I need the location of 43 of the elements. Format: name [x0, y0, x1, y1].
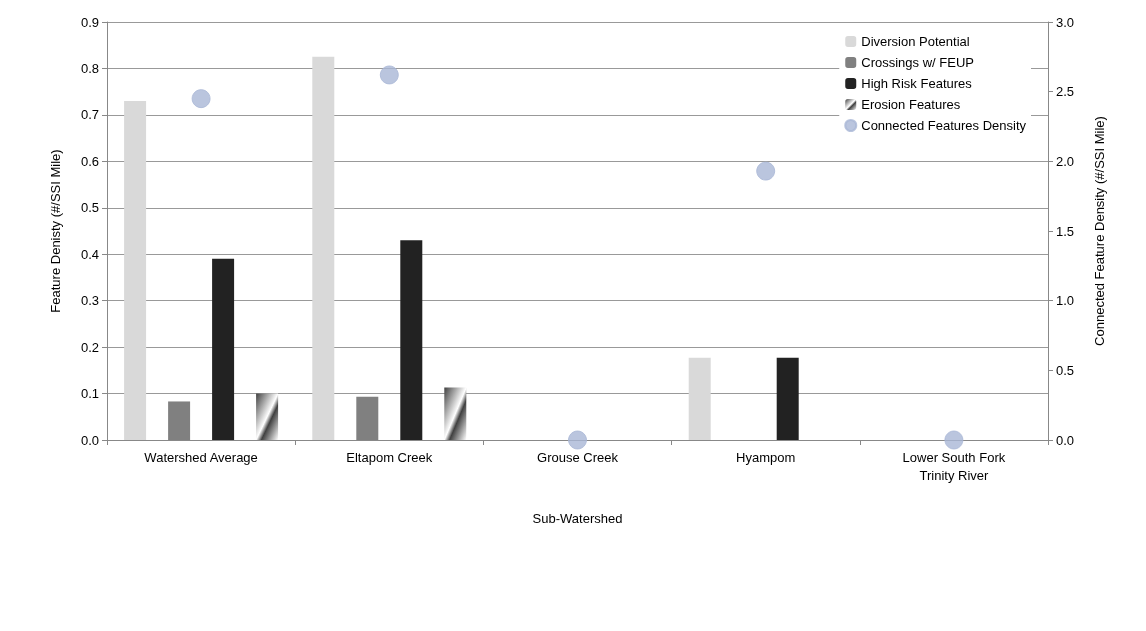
- y2-tick-label: 1.5: [1056, 223, 1075, 239]
- bar: [124, 100, 147, 440]
- y-tick-label: 0.6: [80, 153, 99, 169]
- legend-label: Connected Features Density: [861, 118, 1027, 133]
- y2-tick-label: 1.0: [1056, 293, 1075, 309]
- y-tick-label: 0.3: [80, 293, 99, 309]
- x-tick-label: Hyampom: [736, 449, 796, 465]
- point: [756, 161, 776, 181]
- y2-tick-label: 0.5: [1056, 362, 1075, 378]
- y2-tick-label: 2.0: [1056, 153, 1075, 169]
- y-tick-label: 0.9: [80, 14, 99, 30]
- legend-label: High Risk Features: [861, 76, 973, 91]
- y-tick-label: 0.5: [80, 200, 99, 216]
- y-tick-label: 0.0: [80, 432, 99, 448]
- y2-tick-label: 0.0: [1056, 432, 1075, 448]
- legend-label: Erosion Features: [861, 97, 961, 112]
- y-tick-label: 0.7: [80, 107, 99, 123]
- bar: [688, 357, 711, 440]
- x-tick-label: Grouse Creek: [537, 449, 619, 465]
- legend-label: Crossings w/ FEUP: [861, 55, 974, 70]
- bar: [776, 357, 799, 440]
- y-tick-label: 0.4: [80, 246, 99, 262]
- point: [944, 430, 964, 450]
- legend-label: Diversion Potential: [861, 34, 970, 49]
- x-axis-title: Sub-Watershed: [532, 511, 623, 526]
- point: [191, 89, 211, 109]
- x-tick-label: Eltapom Creek: [346, 449, 433, 465]
- bar: [256, 393, 279, 440]
- y2-tick-label: 2.5: [1056, 84, 1075, 100]
- x-tick-label: Watershed Average: [144, 449, 258, 465]
- bar: [444, 387, 467, 440]
- y-tick-label: 0.2: [80, 339, 99, 355]
- y-axis-title: Feature Denisty (#/SSI Mile): [48, 149, 63, 313]
- y2-tick-label: 3.0: [1056, 14, 1075, 30]
- point: [379, 65, 399, 85]
- bar: [400, 240, 423, 440]
- bar: [212, 258, 235, 440]
- y-tick-label: 0.1: [80, 386, 99, 402]
- y2-axis-title: Connected Feature Density (#/SSI Mile): [1092, 116, 1107, 346]
- y-tick-label: 0.8: [80, 60, 99, 76]
- bar: [312, 56, 335, 440]
- x-tick-label: Lower South Fork Trinity River: [902, 449, 1006, 483]
- point: [568, 430, 587, 450]
